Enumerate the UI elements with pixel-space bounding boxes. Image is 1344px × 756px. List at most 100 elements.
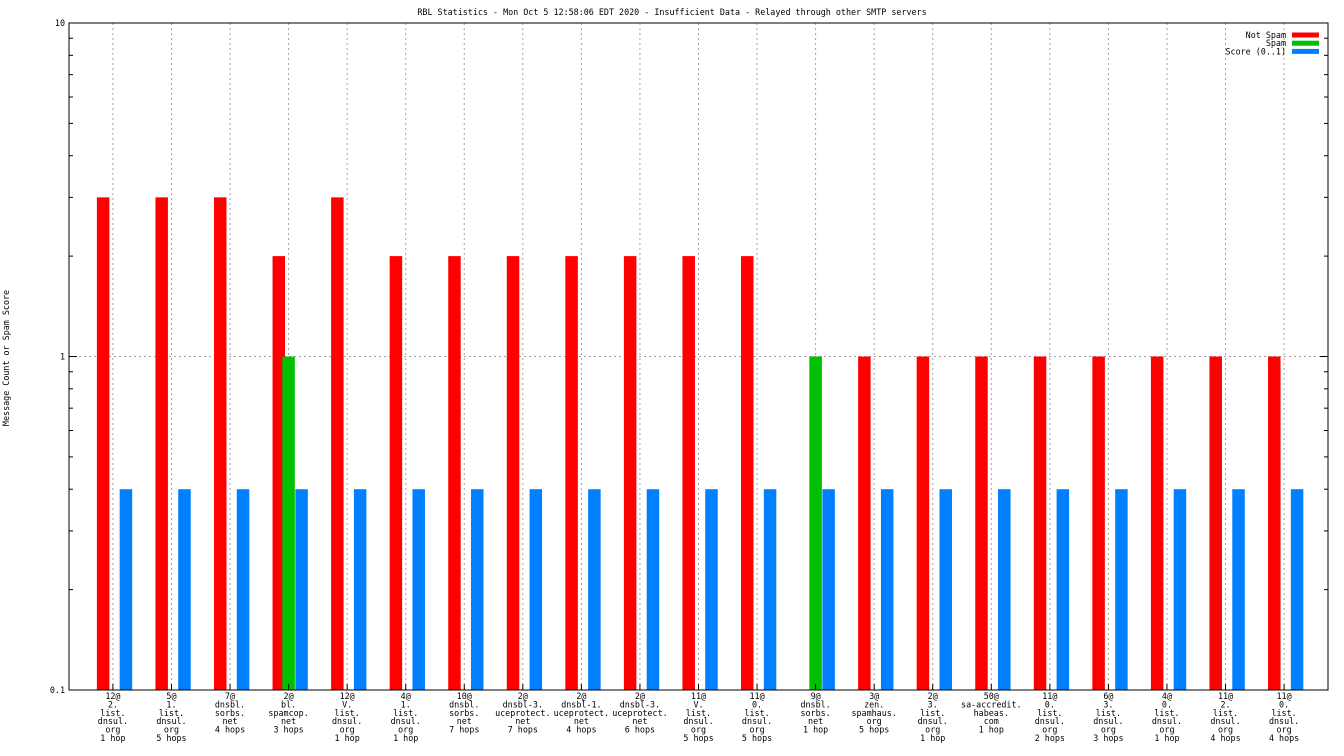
bar-not-spam: [1268, 356, 1281, 690]
x-tick-label: spamcop.: [268, 708, 308, 718]
x-tick-label: list.: [335, 708, 360, 718]
x-tick-label: org: [1218, 725, 1233, 735]
x-tick-label: zen.: [864, 699, 884, 709]
x-tick-label: 10@: [457, 691, 472, 701]
x-tick-label: net: [222, 716, 237, 726]
x-tick-label: 2@: [518, 691, 528, 701]
x-tick-label: org: [1277, 725, 1292, 735]
x-tick-label: 5 hops: [156, 733, 186, 743]
y-tick-label: 1: [60, 352, 65, 362]
x-tick-label: org: [867, 716, 882, 726]
x-tick-label: 1 hop: [979, 725, 1004, 735]
bar-score-0-1: [588, 489, 601, 690]
bar-not-spam: [213, 197, 227, 690]
x-tick-label: 1 hop: [100, 733, 125, 743]
x-tick-label: dnsbl-3.: [620, 699, 660, 709]
x-tick-label: 7@: [225, 691, 235, 701]
grid-lines: [69, 23, 1328, 690]
bar-score-0-1: [1173, 489, 1187, 690]
x-tick-label: 7 hops: [449, 725, 479, 735]
x-tick-label: 11@: [691, 691, 706, 701]
y-tick-labels: 0.1 1 10: [50, 18, 65, 695]
x-tick-label: 3@: [869, 691, 879, 701]
bar-not-spam: [916, 356, 930, 690]
bar-score-0-1: [763, 489, 777, 690]
bar-score-0-1: [119, 489, 133, 690]
x-tick-label: 1 hop: [335, 733, 360, 743]
x-tick-label: 12@: [340, 691, 355, 701]
x-tick-label: dnsbl-3.: [503, 699, 543, 709]
x-tick-label: org: [164, 725, 179, 735]
legend-swatch: [1292, 40, 1319, 46]
x-tick-label: dnsul.: [1152, 716, 1182, 726]
x-tick-label: 1 hop: [1154, 733, 1179, 743]
x-tick-label: dnsul.: [1269, 716, 1299, 726]
x-tick-label: dnsul.: [98, 716, 128, 726]
x-tick-label: 1.: [166, 699, 176, 709]
x-tick-label: sorbs.: [800, 708, 830, 718]
x-tick-label: 5@: [166, 691, 176, 701]
x-tick-label: 2.: [108, 699, 118, 709]
x-tick-label: list.: [920, 708, 945, 718]
x-tick-label: org: [1101, 725, 1116, 735]
bar-score-0-1: [1056, 489, 1070, 690]
bar-score-0-1: [471, 489, 484, 690]
x-tick-label: 9@: [811, 691, 821, 701]
legend-swatch: [1292, 32, 1319, 38]
x-tick-label: list.: [1271, 708, 1296, 718]
x-tick-label: 3.: [1103, 699, 1113, 709]
bar-score-0-1: [1290, 489, 1304, 690]
bar-score-0-1: [236, 489, 250, 690]
bar-score-0-1: [529, 489, 543, 690]
x-tick-label: 1 hop: [803, 725, 828, 735]
x-tick-label: list.: [1213, 708, 1238, 718]
bar-not-spam: [272, 256, 286, 690]
bar-score-0-1: [295, 489, 308, 690]
x-tick-label: list.: [393, 708, 418, 718]
x-tick-label: dnsbl.: [449, 699, 479, 709]
bar-not-spam: [448, 256, 461, 690]
bar-score-0-1: [412, 489, 425, 690]
x-tick-label: list.: [1154, 708, 1179, 718]
x-tick-label: org: [398, 725, 413, 735]
x-tick-label: org: [1042, 725, 1057, 735]
x-tick-label: 2@: [635, 691, 645, 701]
x-tick-label: 11@: [1218, 691, 1233, 701]
x-tick-label: org: [105, 725, 120, 735]
x-tick-label: org: [1159, 725, 1174, 735]
bar-not-spam: [623, 256, 637, 690]
x-tick-label: 1.: [401, 699, 411, 709]
plot-frame: [68, 22, 1329, 691]
x-tick-label: 4 hops: [566, 725, 596, 735]
x-tick-label: 0.: [1162, 699, 1172, 709]
x-tick-label: 2.: [1220, 699, 1230, 709]
y-axis-label: Message Count or Spam Score: [1, 290, 11, 426]
bar-score-0-1: [353, 489, 367, 690]
bar-not-spam: [741, 256, 754, 690]
x-tick-label: dnsul.: [332, 716, 362, 726]
x-tick-label: 4@: [1162, 691, 1172, 701]
x-tick-label: 5 hops: [859, 725, 889, 735]
x-tick-label: 3 hops: [273, 725, 303, 735]
bar-score-0-1: [939, 489, 952, 690]
legend-label: Score (0..1): [1225, 46, 1286, 56]
bar-not-spam: [975, 356, 988, 690]
x-tick-label: net: [515, 716, 530, 726]
x-tick-label: net: [574, 716, 589, 726]
x-tick-label: net: [632, 716, 647, 726]
x-tick-label: 3.: [928, 699, 938, 709]
x-tick-label: dnsbl.: [215, 699, 245, 709]
x-tick-label: 5 hops: [742, 733, 772, 743]
x-tick-label: list.: [686, 708, 711, 718]
x-tick-label: 11@: [749, 691, 764, 701]
x-tick-label: habeas.: [974, 708, 1009, 718]
x-tick-label: net: [808, 716, 823, 726]
x-tick-label: 6@: [1103, 691, 1113, 701]
x-tick-label: V.: [693, 699, 703, 709]
x-tick-label: 2 hops: [1035, 733, 1065, 743]
x-tick-label: spamhaus.: [851, 708, 896, 718]
x-tick-label: 1 hop: [920, 733, 945, 743]
